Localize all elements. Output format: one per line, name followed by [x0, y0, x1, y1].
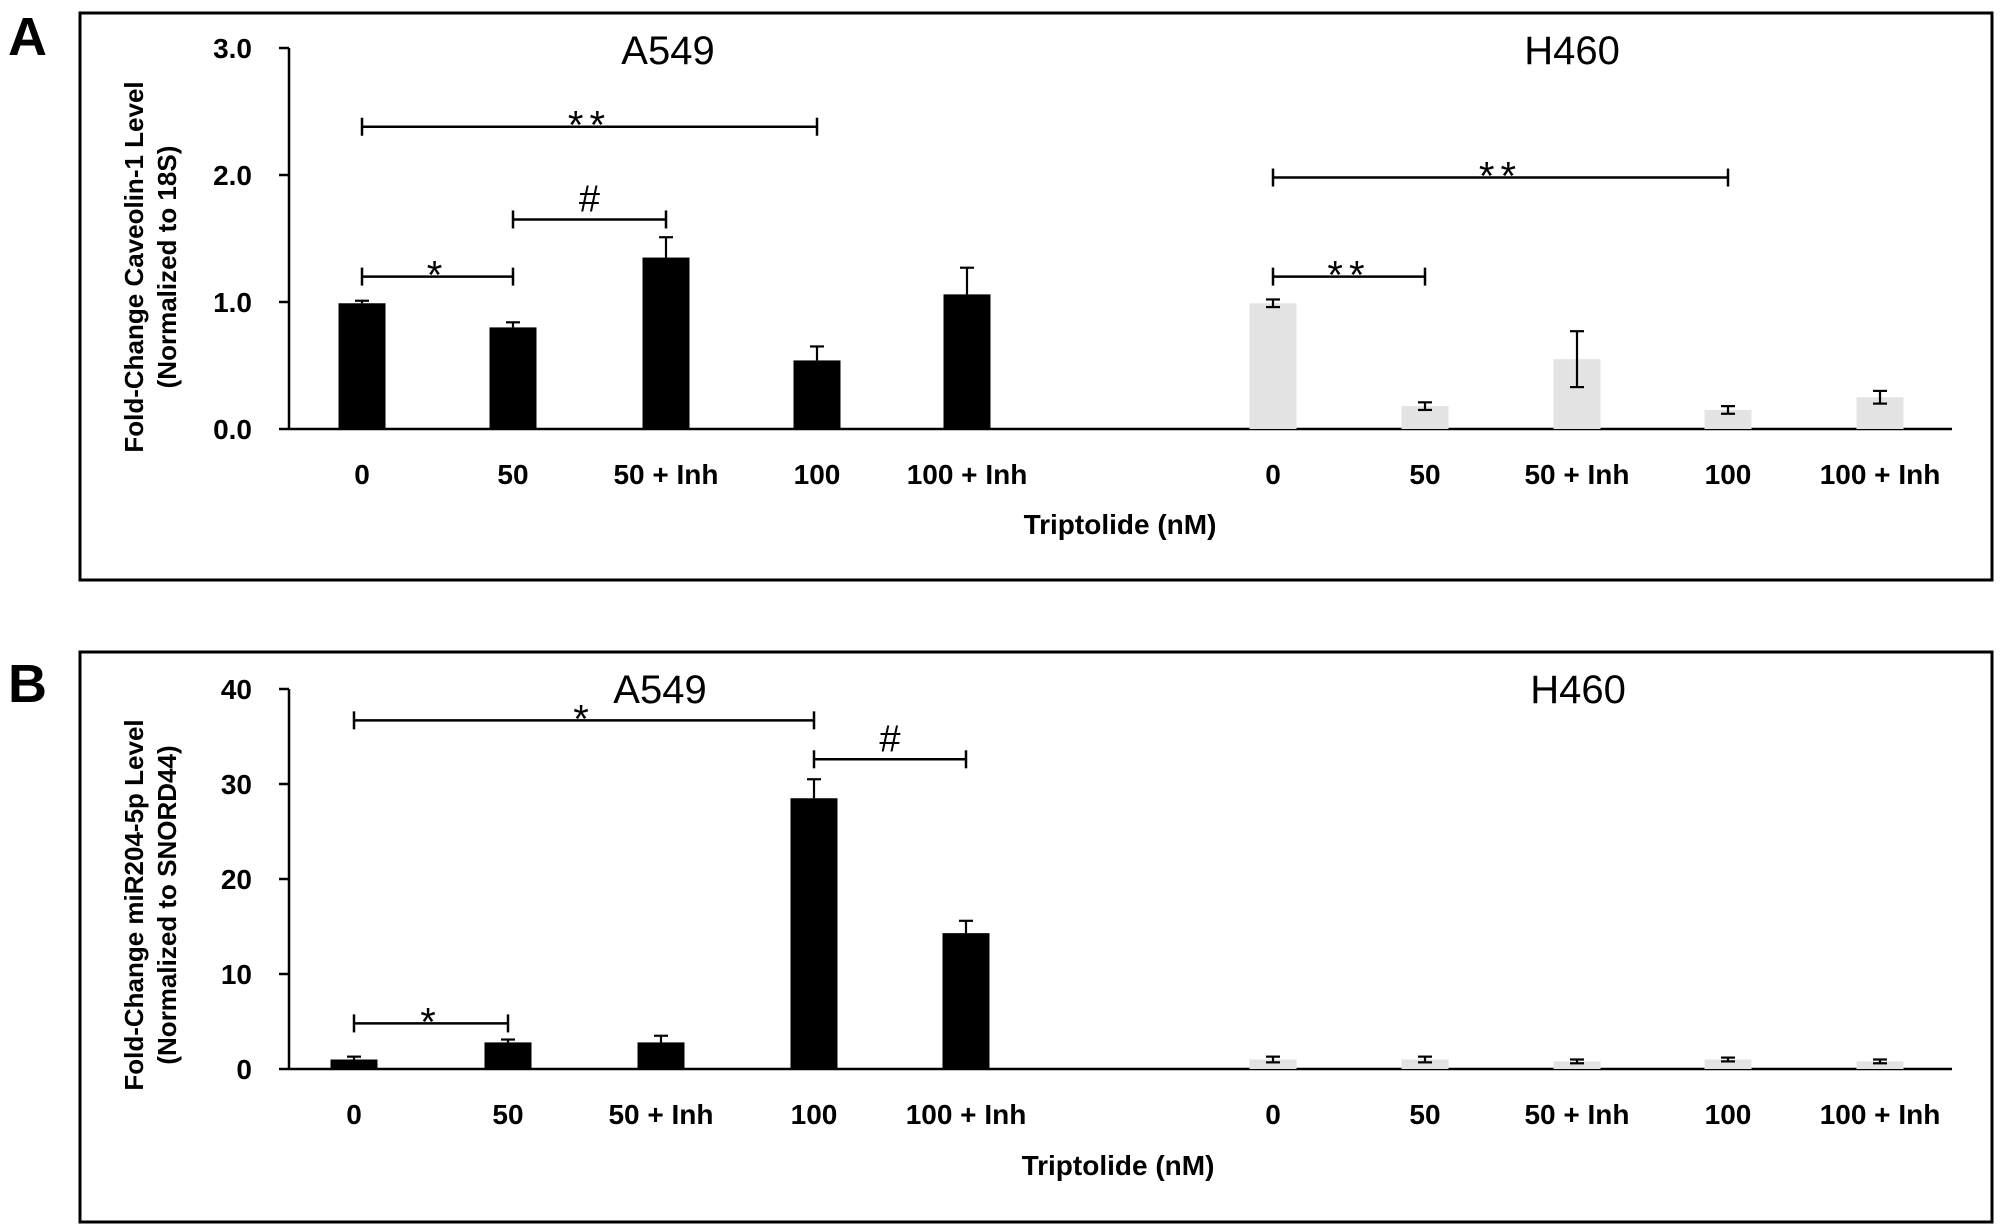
panel-b-significance-label: *	[420, 1000, 442, 1044]
panel-b-group-label-h460: H460	[1530, 668, 1626, 712]
panel-b-bar	[484, 1042, 532, 1069]
panel-b-y-tick-label: 30	[221, 769, 252, 800]
panel-b-ylabel-line2: (Normalized to SNORD44)	[152, 745, 182, 1064]
panel-b-x-tick-label: 0	[346, 1099, 362, 1130]
panel-b-plot: 0 10 20 30 40 0 50 50 + Inh 100 100 + Inh 0 50 50 + …	[221, 674, 1952, 1130]
panel-b-x-tick-label: 50	[492, 1099, 523, 1130]
panel-b-x-tick-label: 50	[1409, 1099, 1440, 1130]
panel-a-y-tick-label: 2.0	[213, 160, 252, 191]
panel-b-y-tick-label: 0	[236, 1054, 252, 1085]
panel-b-group-label-a549: A549	[613, 668, 706, 712]
panel-b-bar	[637, 1042, 685, 1069]
panel-a-bar	[793, 360, 841, 429]
panel-a-bar	[1401, 406, 1449, 429]
panel-b: B A549 H460 Fold-Change miR204-5p Level …	[8, 650, 1994, 1224]
panel-b-bar	[790, 798, 838, 1069]
panel-a-x-tick-label: 50	[497, 459, 528, 490]
panel-a-significance-label: **	[1479, 155, 1522, 199]
panel-a-significance-label: #	[579, 178, 600, 220]
panel-b-significance-label: #	[879, 718, 900, 760]
panel-b-x-tick-label: 100	[791, 1099, 838, 1130]
panel-b-bar	[1401, 1059, 1449, 1069]
panel-a-bar	[1249, 303, 1297, 429]
panel-a-xlabel: Triptolide (nM)	[1024, 509, 1217, 540]
panel-a-x-tick-label: 0	[354, 459, 370, 490]
panel-a-group-label-a549: A549	[621, 29, 714, 73]
panel-a-significance-label: **	[568, 104, 611, 148]
panel-b-x-tick-label: 50 + Inh	[608, 1099, 713, 1130]
panel-b-xlabel: Triptolide (nM)	[1022, 1150, 1215, 1181]
panel-a-group-label-h460: H460	[1524, 29, 1620, 73]
panel-a-y-tick-label: 0.0	[213, 414, 252, 445]
panel-a-x-tick-label: 100	[794, 459, 841, 490]
panel-b-x-tick-label: 100 + Inh	[1820, 1099, 1941, 1130]
panel-a-letter: A	[8, 7, 47, 67]
panel-a-frame	[78, 11, 1994, 582]
panel-b-significance-label: *	[573, 697, 595, 741]
panel-b-x-tick-label: 100 + Inh	[906, 1099, 1027, 1130]
panel-b-y-tick-label: 40	[221, 674, 252, 705]
panel-a-x-tick-label: 100	[1705, 459, 1752, 490]
panel-a-plot: 0.0 1.0 2.0 3.0 0 50 50 + Inh 100 100 + Inh 0 50 50…	[213, 33, 1952, 490]
panel-a-x-tick-label: 50	[1409, 459, 1440, 490]
panel-a-x-tick-label: 0	[1265, 459, 1281, 490]
panel-a-x-tick-label: 100 + Inh	[1820, 459, 1941, 490]
panel-b-ylabel-line1: Fold-Change miR204-5p Level	[119, 719, 149, 1090]
panel-a-bar	[1704, 409, 1752, 429]
panel-b-frame	[78, 650, 1994, 1224]
panel-b-bar	[1704, 1059, 1752, 1069]
panel-a-ylabel-line2: (Normalized to 18S)	[152, 146, 182, 389]
panel-b-y-tick-label: 10	[221, 959, 252, 990]
panel-b-x-tick-label: 0	[1265, 1099, 1281, 1130]
panel-b-y-tick-label: 20	[221, 864, 252, 895]
panel-a-bar	[489, 327, 537, 429]
panel-a-significance-label: **	[1327, 254, 1370, 298]
panel-b-bar	[1249, 1059, 1297, 1069]
panel-b-x-tick-label: 100	[1705, 1099, 1752, 1130]
panel-b-bar	[1553, 1061, 1601, 1069]
panel-a-significance-label: *	[427, 254, 449, 298]
panel-a-x-tick-label: 50 + Inh	[613, 459, 718, 490]
panel-a-x-tick-label: 100 + Inh	[907, 459, 1028, 490]
panel-b-x-tick-label: 50 + Inh	[1524, 1099, 1629, 1130]
panel-b-bar	[1856, 1061, 1904, 1069]
panel-a-y-tick-label: 1.0	[213, 287, 252, 318]
panel-a-x-tick-label: 50 + Inh	[1524, 459, 1629, 490]
panel-b-letter: B	[8, 654, 47, 714]
panel-a-y-tick-label: 3.0	[213, 33, 252, 64]
panel-a-bar	[943, 294, 991, 429]
panel-a-ylabel-line1: Fold-Change Caveolin-1 Level	[119, 81, 149, 452]
panel-b-bar	[942, 933, 990, 1069]
panel-b-bar	[330, 1059, 378, 1069]
panel-a-bar	[642, 257, 690, 429]
panel-a: A A549 H460 Fold-Change Caveolin-1 Level…	[8, 7, 1994, 582]
panel-a-bar	[338, 303, 386, 429]
